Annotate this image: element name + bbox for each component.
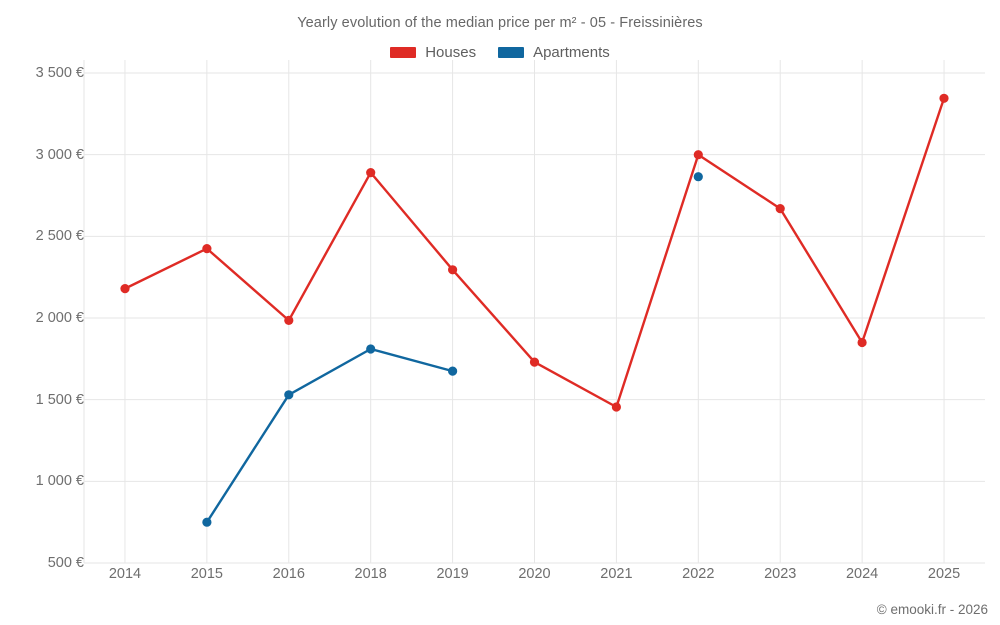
x-tick-label: 2019: [436, 566, 469, 582]
copyright-credit: © emooki.fr - 2026: [876, 602, 988, 617]
legend-item-houses[interactable]: Houses: [390, 45, 476, 60]
legend-item-apartments[interactable]: Apartments: [498, 45, 610, 60]
x-tick-label: 2021: [600, 566, 633, 582]
x-tick-label: 2015: [190, 566, 223, 582]
x-tick-label: 2023: [764, 566, 797, 582]
x-tick-label: 2024: [845, 566, 879, 582]
data-point-houses: [693, 150, 703, 160]
y-axis-tick-labels: 500 € 1 000 € 1 500 € 2 000 € 2 500 € 3 000 €…: [0, 0, 84, 625]
y-tick-label: 1 000 €: [35, 473, 84, 490]
legend-swatch-apartments: [498, 47, 525, 58]
data-point-apartments: [284, 390, 294, 400]
x-tick-label: 2014: [108, 566, 142, 582]
data-point-houses: [448, 265, 458, 275]
x-tick-label: 2018: [354, 566, 387, 582]
x-tick-label: 2025: [927, 566, 961, 582]
legend-label-houses: Houses: [425, 44, 477, 61]
data-point-houses: [284, 315, 294, 325]
data-point-houses: [775, 204, 785, 214]
y-tick-label: 500 €: [47, 555, 84, 571]
chart-title: Yearly evolution of the median price per…: [297, 15, 703, 31]
legend-swatch-houses: [390, 47, 417, 58]
series-line-apartments: [205, 347, 454, 524]
y-tick-label: 2 500 €: [35, 228, 84, 245]
x-tick-label: 2016: [272, 566, 305, 582]
data-point-apartments: [366, 344, 376, 354]
chart-legend: Houses Apartments: [0, 45, 1000, 60]
data-point-houses: [202, 244, 212, 254]
x-tick-label: 2022: [682, 566, 715, 582]
data-point-houses: [857, 337, 867, 348]
y-tick-label: 3 000 €: [35, 146, 84, 163]
data-point-apartments: [693, 172, 703, 182]
y-tick-label: 1 500 €: [35, 391, 84, 408]
data-point-houses: [366, 168, 376, 178]
data-point-houses: [611, 402, 622, 412]
y-tick-label: 3 500 €: [35, 65, 84, 81]
data-point-houses: [529, 357, 540, 367]
data-point-houses: [120, 284, 130, 294]
legend-label-apartments: Apartments: [533, 44, 610, 61]
data-point-houses: [939, 93, 949, 103]
data-point-apartments: [202, 517, 212, 527]
data-point-apartments: [448, 366, 458, 376]
y-tick-label: 2 000 €: [35, 310, 84, 326]
x-tick-label: 2020: [518, 566, 551, 582]
